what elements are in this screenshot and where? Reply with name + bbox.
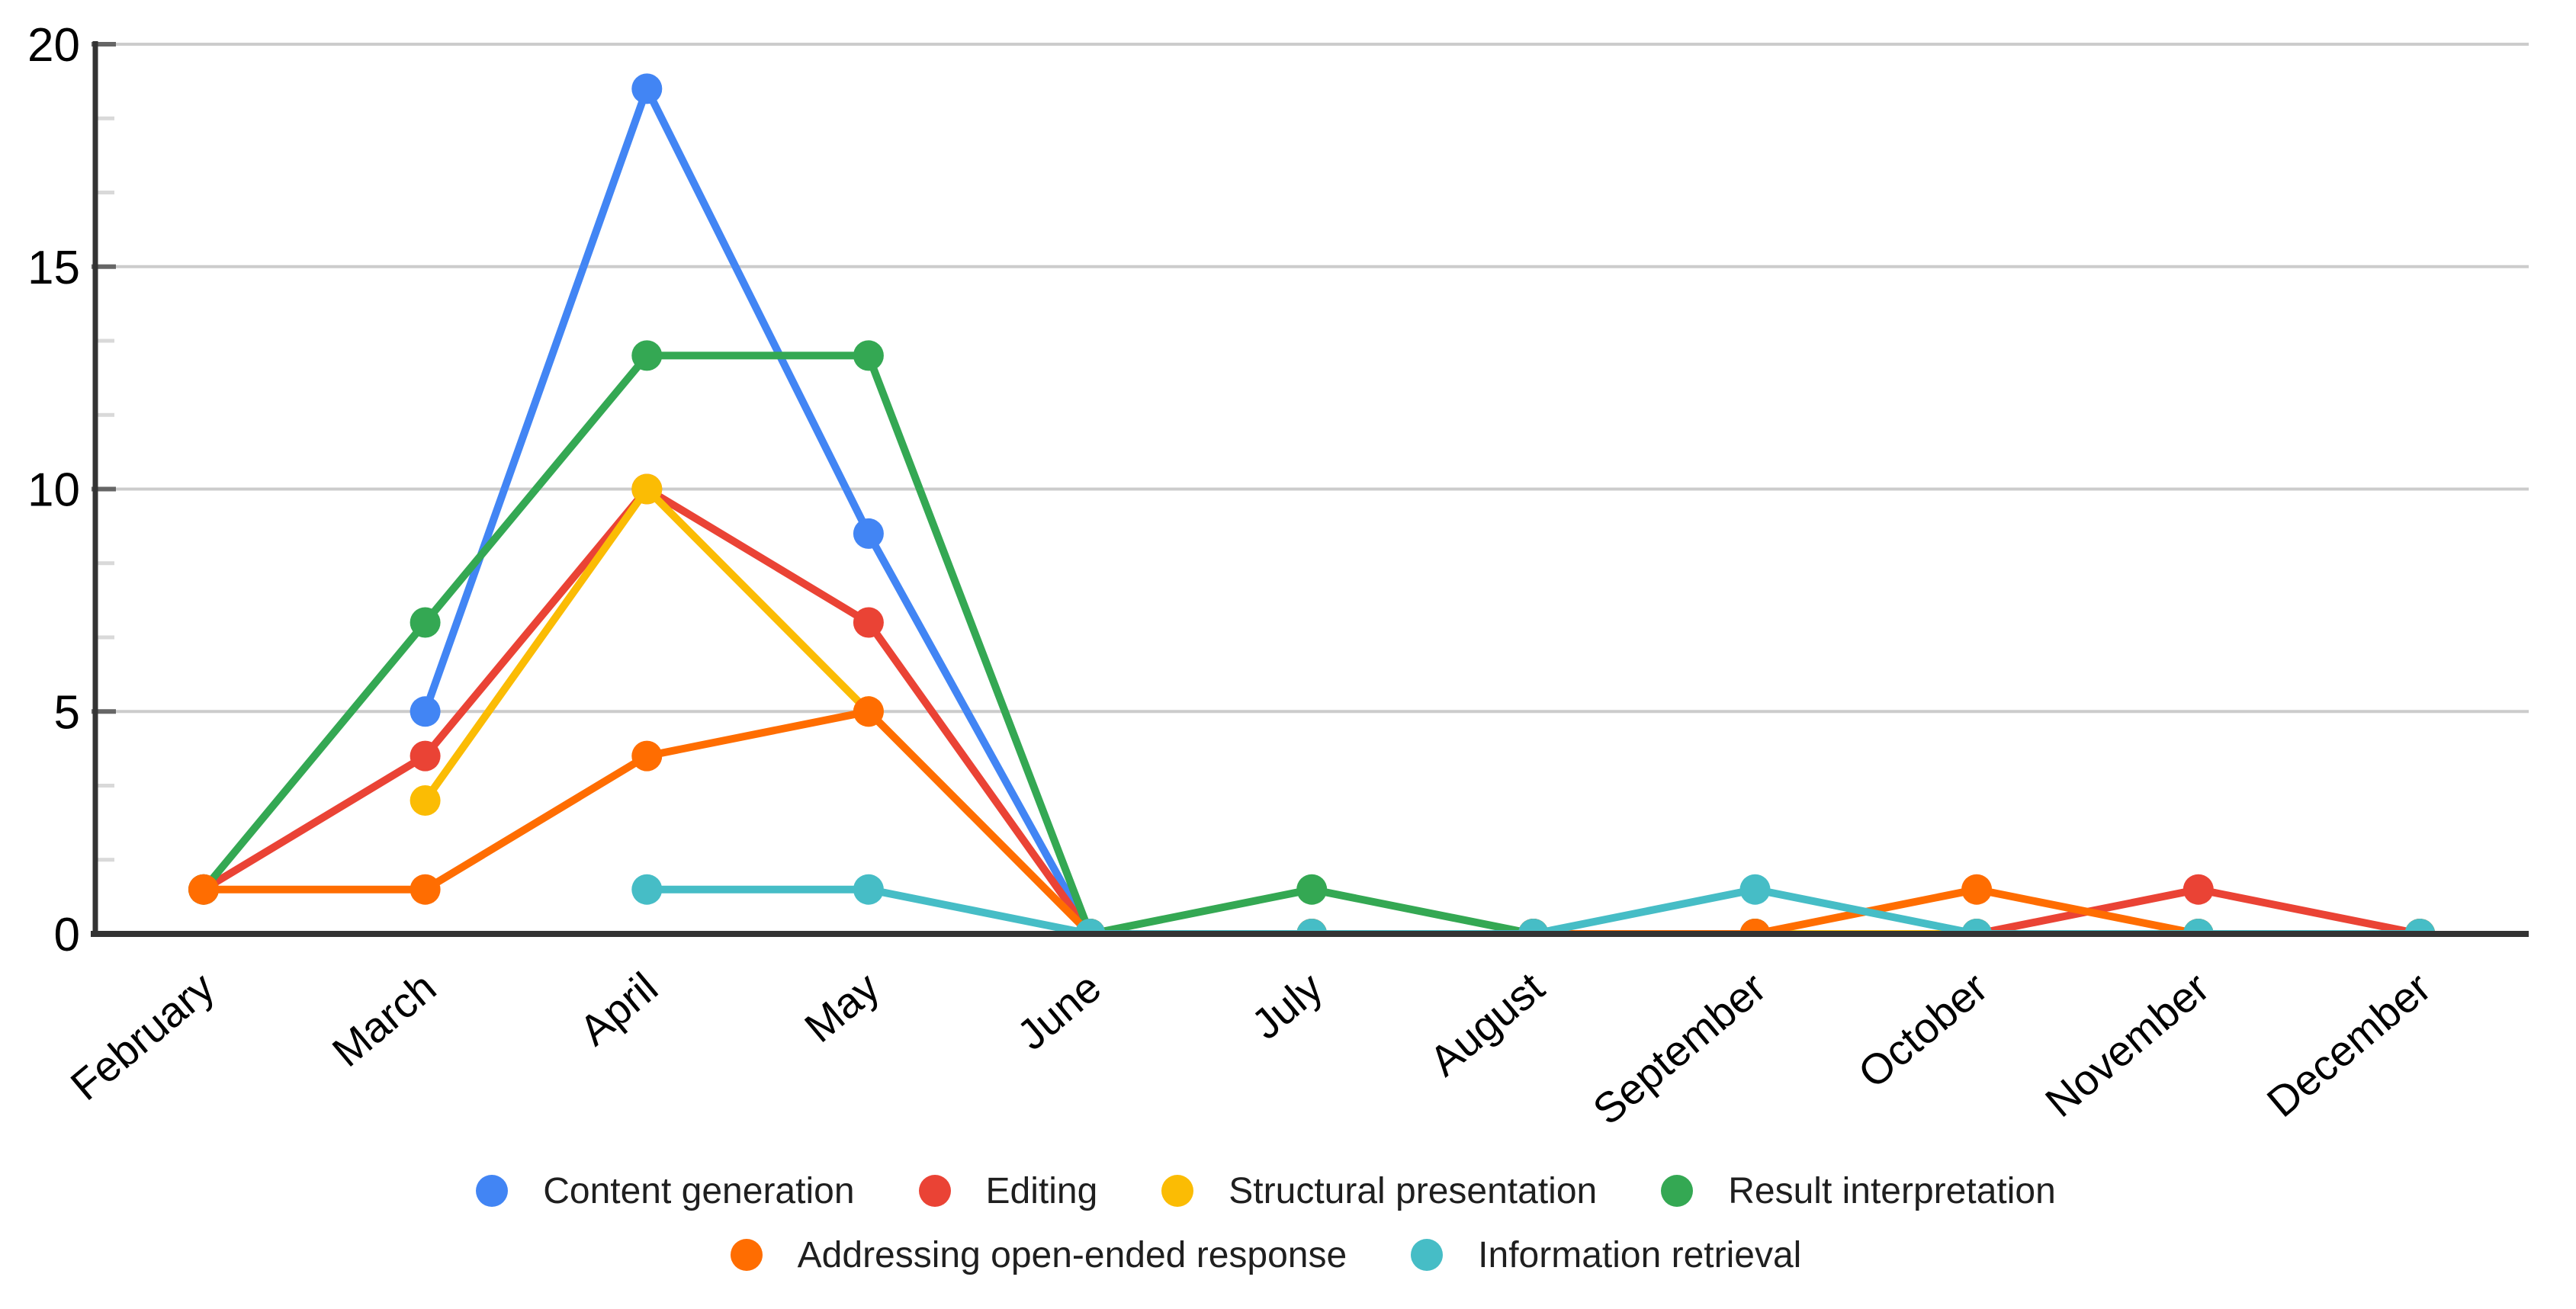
x-axis-tick-label: July	[1242, 963, 1331, 1048]
x-axis-tick-label: February	[62, 963, 223, 1109]
legend-dot-icon	[918, 1175, 951, 1207]
data-point	[1296, 919, 1328, 934]
data-point	[853, 607, 884, 638]
data-point	[1739, 874, 1771, 905]
series-line-0	[421, 85, 2424, 934]
data-point	[410, 607, 441, 638]
data-point	[1518, 919, 1549, 934]
data-series	[188, 73, 2436, 934]
y-axis-tick-label: 20	[27, 19, 80, 72]
y-axis-tick-label: 0	[54, 909, 80, 961]
x-axis-tick-label: March	[323, 963, 445, 1076]
data-point	[188, 874, 219, 905]
series-line-4	[200, 707, 2424, 934]
data-point	[631, 473, 663, 505]
x-axis-labels: February March April May June July August Septe…	[62, 963, 2440, 1134]
x-axis-tick-label: May	[795, 963, 888, 1051]
axes	[91, 41, 2529, 937]
legend-item: Content generation	[476, 1170, 855, 1212]
x-axis-tick-label: August	[1421, 963, 1553, 1086]
data-point	[631, 340, 663, 371]
legend-label: Result interpretation	[1728, 1170, 2056, 1211]
data-point	[631, 740, 663, 772]
legend-label: Addressing open-ended response	[797, 1234, 1347, 1275]
legend-label: Information retrieval	[1478, 1234, 1802, 1275]
data-point	[853, 340, 884, 371]
legend: Content generation Editing Structural pres…	[0, 1159, 2532, 1287]
series-line-5	[643, 885, 2424, 934]
y-axis-labels: 0 5 10 15 20	[27, 19, 80, 961]
series-line-3	[200, 351, 1759, 934]
series-line-2	[421, 485, 2424, 934]
legend-item: Addressing open-ended response	[730, 1234, 1347, 1276]
data-point	[2183, 919, 2214, 934]
data-point	[410, 785, 441, 816]
data-point	[410, 874, 441, 905]
legend-dot-icon	[1411, 1239, 1444, 1271]
data-point	[1074, 919, 1106, 934]
legend-label: Editing	[985, 1170, 1098, 1211]
legend-dot-icon	[730, 1239, 763, 1271]
series-line-1	[200, 485, 2424, 934]
data-point	[1296, 874, 1328, 905]
data-point	[410, 696, 441, 727]
x-axis-tick-label: June	[1008, 963, 1110, 1059]
y-axis-tick-label: 5	[54, 686, 80, 739]
data-point	[1961, 874, 1993, 905]
data-point	[631, 73, 663, 104]
legend-item: Result interpretation	[1661, 1170, 2056, 1212]
legend-label: Structural presentation	[1229, 1170, 1598, 1211]
x-axis-tick-label: April	[570, 963, 666, 1054]
data-point	[853, 696, 884, 727]
data-point	[853, 874, 884, 905]
x-axis-tick-label: September	[1584, 963, 1775, 1134]
data-point	[1739, 919, 1771, 934]
legend-item: Structural presentation	[1161, 1170, 1597, 1212]
legend-label: Content generation	[543, 1170, 855, 1211]
data-point	[410, 740, 441, 772]
legend-dot-icon	[1161, 1175, 1194, 1207]
legend-dot-icon	[1661, 1175, 1694, 1207]
x-axis-tick-label: November	[2036, 963, 2218, 1126]
data-point	[1961, 919, 1993, 934]
legend-dot-icon	[476, 1175, 509, 1207]
legend-item: Information retrieval	[1411, 1234, 1801, 1276]
legend-item: Editing	[918, 1170, 1098, 1212]
data-point	[2404, 919, 2436, 934]
data-point	[631, 874, 663, 905]
legend-row: Content generation Editing Structural pres…	[476, 1159, 2056, 1223]
x-axis-tick-label: October	[1849, 963, 1996, 1097]
data-point	[2183, 874, 2214, 905]
y-axis-tick-label: 15	[27, 242, 80, 294]
y-axis-tick-label: 10	[27, 464, 80, 517]
legend-row: Addressing open-ended response Informatio…	[730, 1223, 1801, 1287]
x-axis-tick-label: December	[2258, 963, 2439, 1126]
data-point	[853, 518, 884, 549]
